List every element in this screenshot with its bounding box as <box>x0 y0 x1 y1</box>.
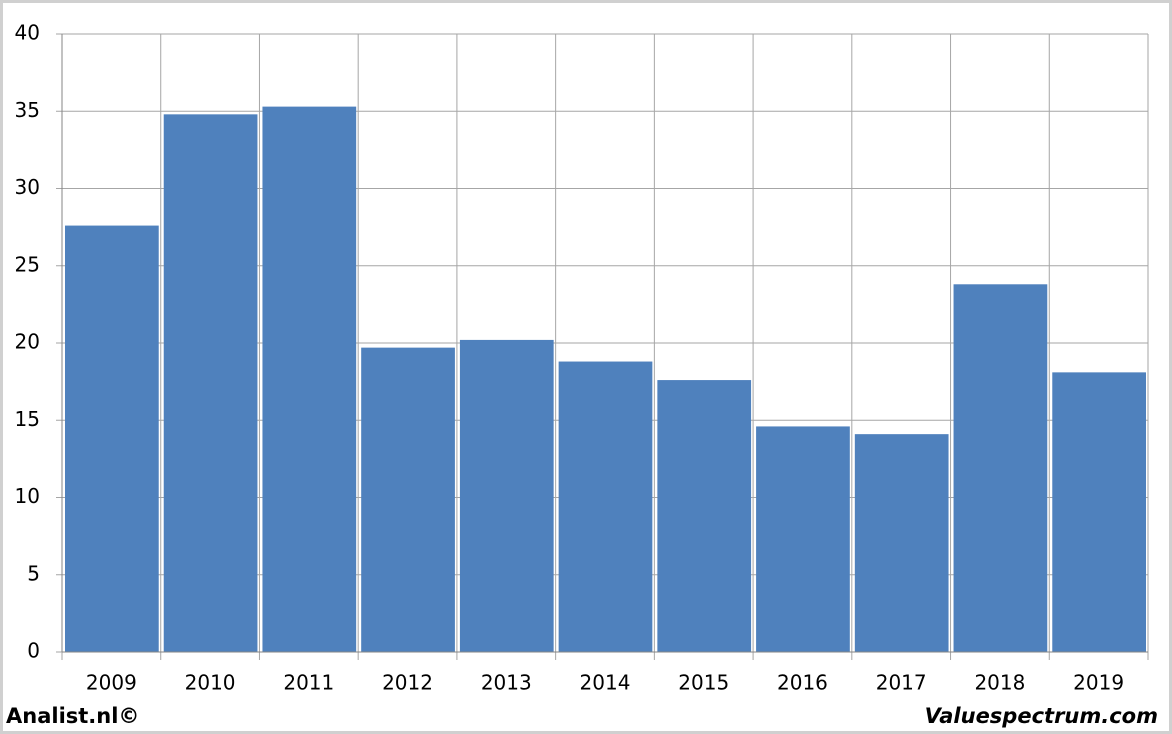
bar <box>65 225 159 652</box>
y-tick-label: 5 <box>27 561 40 585</box>
bar <box>854 434 949 652</box>
x-tick-label: 2011 <box>283 671 334 695</box>
y-tick-label: 20 <box>15 330 40 354</box>
x-tick-label: 2010 <box>185 671 236 695</box>
y-tick-label: 40 <box>15 21 40 45</box>
x-tick-label: 2014 <box>580 671 631 695</box>
bar <box>756 426 850 652</box>
y-tick-label: 30 <box>15 175 40 199</box>
bar <box>361 347 455 652</box>
y-tick-label: 15 <box>15 407 40 431</box>
x-tick-label: 2018 <box>974 671 1025 695</box>
bar <box>657 380 752 652</box>
x-tick-label: 2009 <box>86 671 137 695</box>
bar <box>558 361 653 652</box>
x-tick-label: 2012 <box>382 671 433 695</box>
bar <box>163 114 258 653</box>
bar <box>953 284 1048 652</box>
bar <box>459 339 554 652</box>
x-tick-label: 2017 <box>876 671 927 695</box>
bar <box>1052 372 1146 652</box>
y-tick-label: 35 <box>15 98 40 122</box>
x-tick-label: 2019 <box>1073 671 1124 695</box>
x-tick-label: 2015 <box>678 671 729 695</box>
y-tick-label: 0 <box>27 639 40 663</box>
y-tick-label: 25 <box>15 252 40 276</box>
x-tick-label: 2016 <box>777 671 828 695</box>
bar <box>262 106 357 653</box>
credit-left: Analist.nl© <box>6 704 139 728</box>
credit-right: Valuespectrum.com <box>925 704 1158 728</box>
y-tick-label: 10 <box>15 484 40 508</box>
x-tick-label: 2013 <box>481 671 532 695</box>
